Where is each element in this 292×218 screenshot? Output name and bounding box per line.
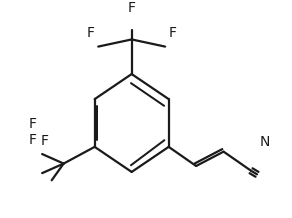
Text: F: F — [29, 133, 37, 147]
Text: F: F — [41, 134, 48, 148]
Text: F: F — [29, 117, 37, 131]
Text: F: F — [87, 26, 95, 40]
Text: F: F — [128, 1, 136, 15]
Text: F: F — [169, 26, 177, 40]
Text: N: N — [259, 135, 270, 149]
